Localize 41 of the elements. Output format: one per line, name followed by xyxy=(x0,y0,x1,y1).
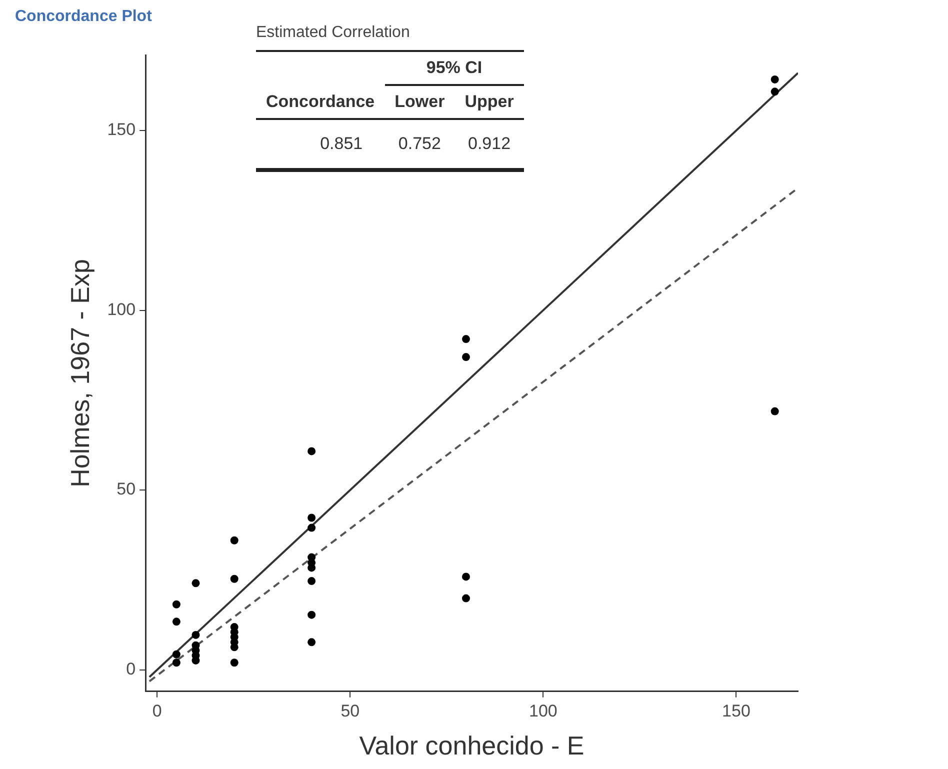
y-tick-label: 100 xyxy=(107,300,136,319)
point xyxy=(192,630,200,639)
y-tick-label: 150 xyxy=(107,120,136,140)
point xyxy=(192,579,200,588)
point xyxy=(308,638,316,646)
x-tick-label: 150 xyxy=(722,701,750,720)
x-axis-title: Valor conhecido - E xyxy=(359,730,584,761)
point xyxy=(230,658,238,667)
point xyxy=(308,610,316,619)
annotation: Upper xyxy=(464,91,515,113)
chart-title: Concordance Plot xyxy=(15,8,152,26)
point xyxy=(172,650,180,658)
point xyxy=(462,353,470,362)
x-tick-label: 100 xyxy=(529,701,558,720)
y-tick-label: 50 xyxy=(116,480,136,499)
point xyxy=(230,574,238,583)
annotation: 95% CI xyxy=(384,51,524,85)
annotation: Lower xyxy=(394,91,446,113)
point xyxy=(308,447,316,456)
text: Estimated Correlation xyxy=(256,24,411,42)
x-tick-label: 50 xyxy=(340,701,360,720)
point xyxy=(172,600,180,608)
y-axis-title: Holmes, 1967 - Exp xyxy=(64,259,95,488)
point xyxy=(172,618,180,626)
point xyxy=(770,407,779,416)
annotation: 0.912 xyxy=(466,133,512,155)
y-tick-label: 0 xyxy=(126,660,136,679)
point xyxy=(770,88,779,96)
point xyxy=(172,658,180,667)
point xyxy=(462,572,470,581)
point xyxy=(462,594,470,602)
annotation: 0.851 xyxy=(319,133,364,155)
point xyxy=(308,524,316,532)
point xyxy=(230,536,238,544)
point xyxy=(462,335,470,344)
point xyxy=(308,577,316,586)
point xyxy=(308,514,316,522)
point xyxy=(770,75,779,84)
x-tick-label: 0 xyxy=(152,701,162,720)
annotation: Concordance xyxy=(265,90,376,112)
annotation: 0.752 xyxy=(397,133,442,155)
